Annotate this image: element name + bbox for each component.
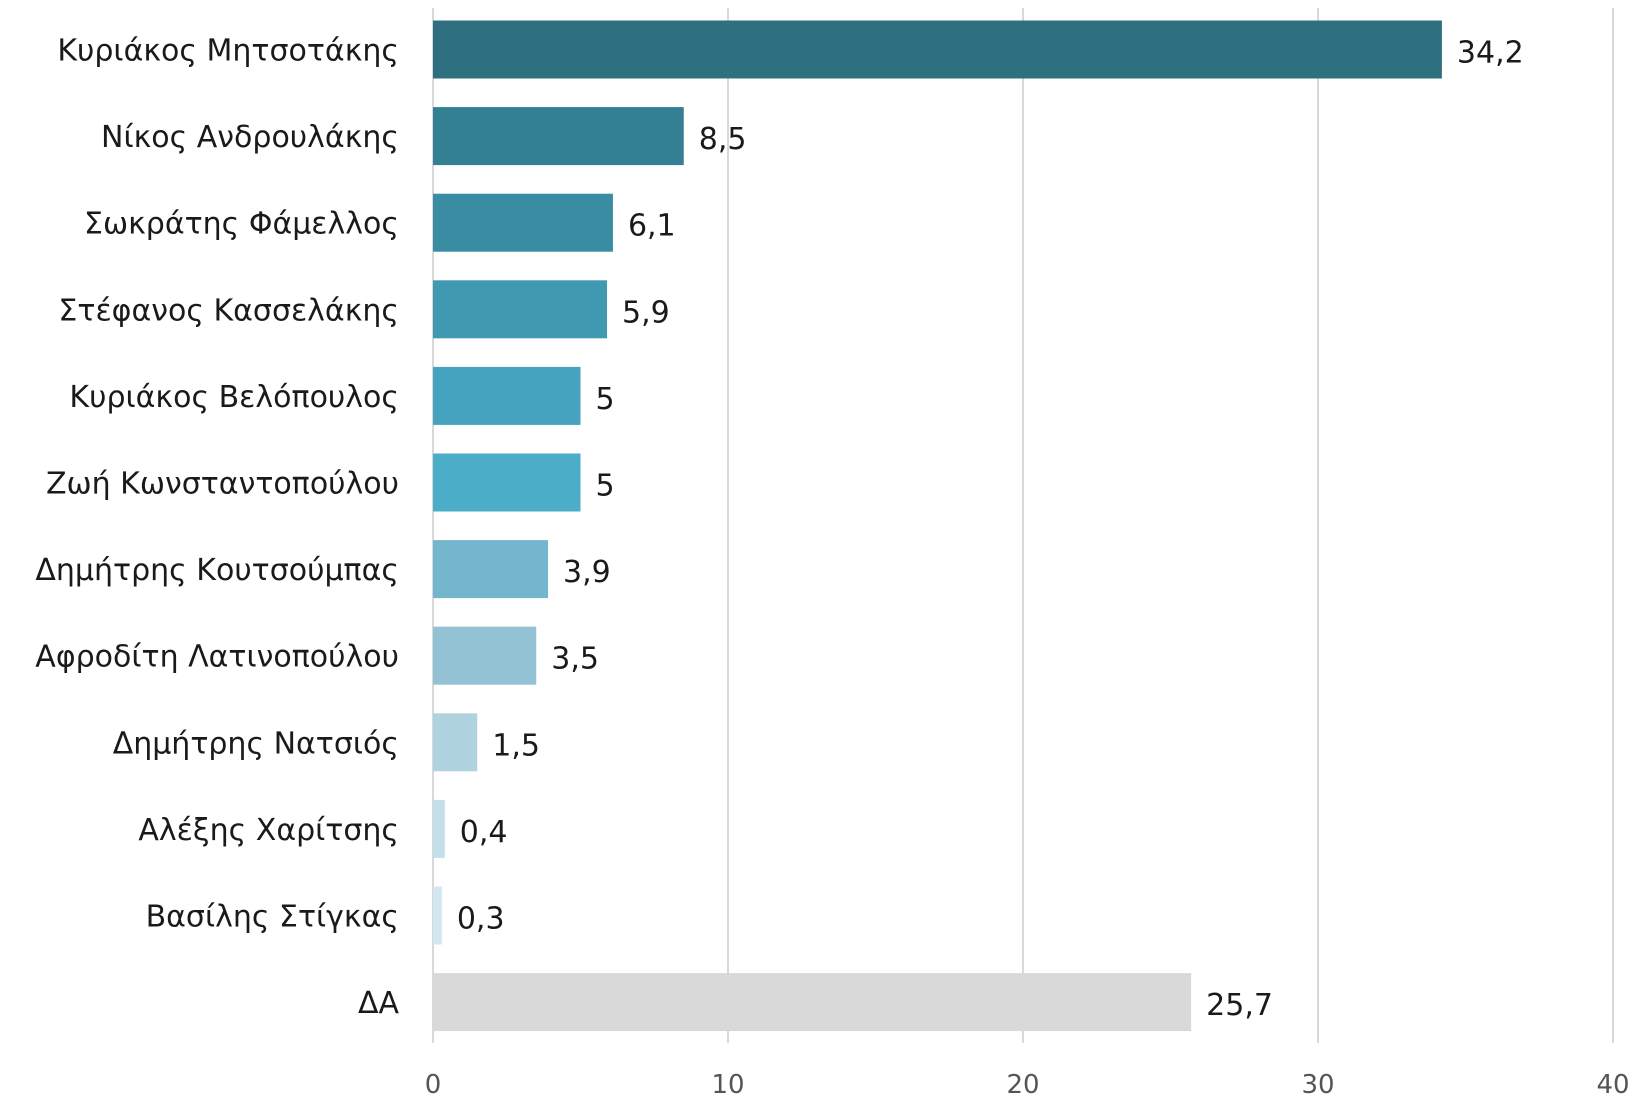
category-label: Νίκος Ανδρουλάκης: [101, 120, 399, 155]
value-label: 0,4: [460, 815, 508, 850]
x-tick-label: 10: [711, 1070, 744, 1096]
bar: [433, 713, 478, 772]
x-tick-label: 30: [1301, 1070, 1334, 1096]
value-label: 6,1: [628, 209, 676, 244]
bar: [433, 193, 613, 252]
category-label: Στέφανος Κασσελάκης: [58, 293, 399, 328]
bar: [433, 366, 581, 425]
bar: [433, 540, 549, 599]
bar: [433, 799, 445, 858]
bar: [433, 973, 1192, 1032]
category-label: Αφροδίτη Λατινοπούλου: [35, 640, 399, 675]
x-tick-label: 0: [425, 1070, 442, 1096]
bar: [433, 107, 684, 166]
bars: [433, 20, 1442, 1032]
value-label: 3,9: [563, 555, 611, 590]
category-label: ΔΑ: [358, 986, 400, 1021]
category-label: Δημήτρης Κουτσούμπας: [35, 553, 399, 588]
value-label: 8,5: [699, 122, 747, 157]
bar: [433, 626, 537, 685]
x-tick-label: 20: [1006, 1070, 1039, 1096]
gridlines: [432, 8, 1614, 1043]
bar: [433, 453, 581, 512]
category-label: Κυριάκος Μητσοτάκης: [57, 34, 399, 69]
value-label: 5: [596, 382, 615, 417]
labels: 0 10 20 30 40 Κυριάκος Μητσοτάκης 34,2 Νίκος Αν…: [35, 34, 1629, 1096]
value-label: 0,3: [457, 902, 505, 937]
category-label: Βασίλης Στίγκας: [146, 900, 399, 935]
category-label: Αλέξης Χαρίτσης: [138, 813, 399, 848]
value-label: 5,9: [622, 295, 670, 330]
category-label: Κυριάκος Βελόπουλος: [69, 380, 399, 415]
category-label: Δημήτρης Νατσιός: [113, 726, 399, 761]
value-label: 34,2: [1457, 36, 1524, 71]
value-label: 25,7: [1206, 988, 1273, 1023]
bar: [433, 280, 608, 339]
bar: [433, 886, 442, 945]
bar: [433, 20, 1442, 79]
category-label: Σωκράτης Φάμελλος: [84, 207, 399, 242]
value-label: 1,5: [492, 728, 540, 763]
value-label: 3,5: [551, 642, 599, 677]
value-label: 5: [596, 469, 615, 504]
x-tick-label: 40: [1596, 1070, 1629, 1096]
category-label: Ζωή Κωνσταντοπούλου: [46, 467, 399, 502]
